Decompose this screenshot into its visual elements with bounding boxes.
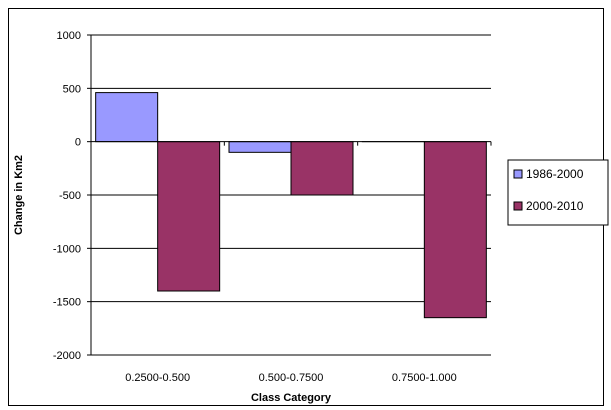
legend-swatch-2 (513, 201, 523, 211)
y-tick-label: 1000 (57, 30, 81, 42)
bar-1-1 (95, 92, 159, 143)
y-tick-label: -2000 (53, 350, 81, 362)
legend-label-2: 2000-2010 (526, 199, 584, 213)
y-axis-title: Change in Km2 (13, 155, 25, 235)
y-tick-labels: 1000 500 0 -500 -1000 -1500 -2000 (53, 30, 91, 362)
chart-frame (8, 8, 604, 406)
legend-label-1: 1986-2000 (526, 167, 584, 181)
legend-box (507, 159, 609, 226)
bars (95, 92, 487, 319)
bar-2-3 (423, 141, 487, 319)
legend-swatch-1 (513, 169, 523, 179)
x-tick-label: 0.500-0.7500 (259, 372, 324, 384)
y-tick-label: 500 (63, 83, 81, 95)
bar-2-1 (157, 141, 221, 292)
x-axis-title: Class Category (251, 392, 332, 404)
x-tick-label: 0.2500-0.500 (125, 372, 190, 384)
y-tick-label: -1000 (53, 243, 81, 255)
x-tick-labels: 0.2500-0.500 0.500-0.7500 0.7500-1.000 (125, 141, 492, 384)
legend: 1986-2000 2000-2010 (507, 159, 609, 226)
y-tick-label: -500 (59, 190, 81, 202)
x-tick-label: 0.7500-1.000 (392, 372, 457, 384)
y-tick-label: 0 (75, 137, 81, 149)
y-tick-label: -1500 (53, 297, 81, 309)
bar-1-2 (228, 141, 292, 153)
bar-2-2 (290, 141, 354, 196)
